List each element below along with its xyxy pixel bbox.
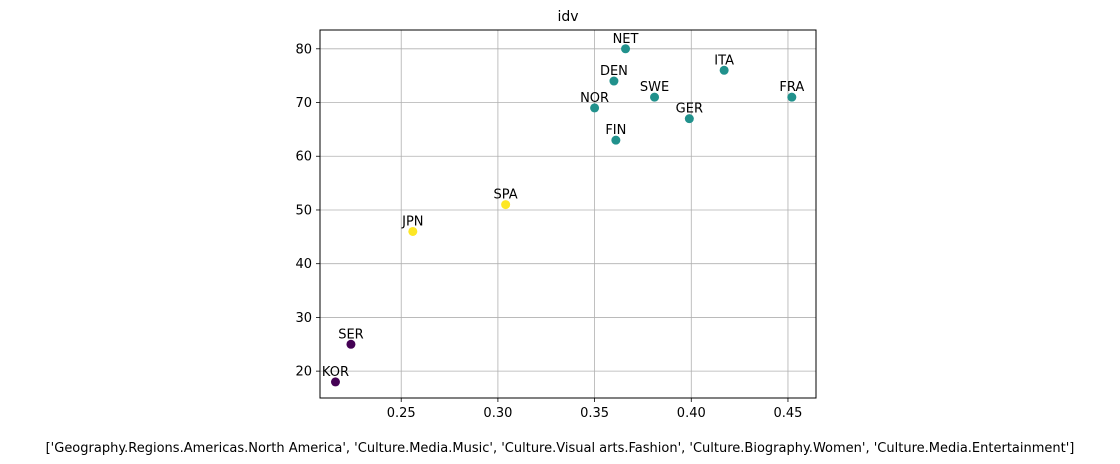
y-tick-label: 40	[295, 257, 312, 272]
point-label: GER	[676, 102, 703, 117]
data-points: NET ITA DEN SWE FRA NOR GER FIN SPA JPN SER KOR	[322, 32, 804, 387]
data-point	[590, 103, 600, 113]
data-point	[621, 44, 631, 54]
point-label: NET	[613, 32, 639, 47]
y-tick-label: 80	[295, 42, 312, 57]
point-label: SPA	[494, 188, 518, 203]
point-label: FRA	[779, 80, 804, 95]
x-axis-ticks: 0.25 0.30 0.35 0.40 0.45	[387, 398, 802, 421]
x-tick-label: 0.35	[580, 406, 609, 421]
plot-frame	[319, 29, 817, 399]
data-point	[609, 76, 619, 86]
y-tick-label: 20	[295, 365, 312, 380]
point-label: ITA	[714, 53, 734, 68]
x-axis-label: ['Geography.Regions.Americas.North Ameri…	[46, 441, 1075, 456]
grid-lines	[320, 30, 816, 398]
y-tick-label: 70	[295, 96, 312, 111]
point-label: JPN	[401, 214, 423, 229]
data-point	[650, 92, 660, 102]
x-tick-label: 0.45	[773, 406, 802, 421]
data-point	[719, 65, 729, 75]
data-point	[611, 135, 621, 145]
data-point	[787, 92, 797, 102]
x-tick-label: 0.30	[483, 406, 512, 421]
data-point	[346, 339, 356, 349]
point-label: KOR	[322, 365, 349, 380]
point-label: FIN	[605, 123, 626, 138]
point-label: SER	[338, 327, 364, 342]
data-point	[408, 226, 418, 236]
data-point	[501, 200, 511, 210]
data-point	[330, 377, 340, 387]
point-label: DEN	[600, 64, 628, 79]
x-tick-label: 0.25	[387, 406, 416, 421]
y-axis-ticks: 20 30 40 50 60 70 80	[295, 42, 320, 380]
point-label: NOR	[580, 91, 609, 106]
chart-title: idv	[557, 9, 578, 25]
y-tick-label: 30	[295, 311, 312, 326]
point-label: SWE	[640, 80, 669, 95]
y-tick-label: 50	[295, 203, 312, 218]
data-point	[684, 114, 694, 124]
y-tick-label: 60	[295, 150, 312, 165]
x-tick-label: 0.40	[677, 406, 706, 421]
